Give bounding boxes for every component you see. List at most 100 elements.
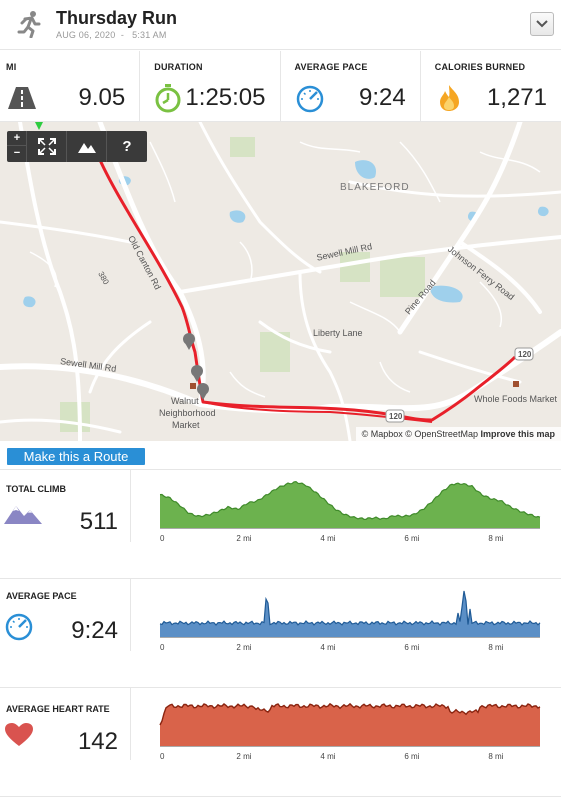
elevation-area — [160, 481, 540, 528]
make-route-button[interactable]: Make this a Route — [7, 448, 145, 465]
route-pin-marker — [197, 383, 209, 400]
store-icon — [190, 383, 196, 389]
map-label-neighborhood: Neighborhood — [159, 408, 216, 418]
x-tick-label: 0 — [160, 534, 165, 543]
x-tick-label: 4 mi — [320, 643, 335, 652]
chart-label: AVERAGE HEART RATE — [6, 704, 110, 714]
activity-datetime: AUG 06, 2020 - 5:31 AM — [56, 30, 167, 40]
stat-duration: DURATION 1:25:05 — [140, 51, 281, 122]
divider — [0, 687, 561, 688]
activity-date: AUG 06, 2020 — [56, 30, 116, 40]
improve-map-link[interactable]: Improve this map — [480, 429, 555, 439]
activity-title: Thursday Run — [56, 8, 178, 28]
section-separator — [130, 579, 131, 651]
options-dropdown-button[interactable] — [530, 12, 554, 36]
zoom-out-button[interactable]: − — [13, 147, 21, 159]
map-canvas — [0, 122, 561, 441]
x-tick-label: 4 mi — [320, 534, 335, 543]
map-label-walnut: Walnut — [171, 396, 199, 406]
activity-header: Thursday Run AUG 06, 2020 - 5:31 AM — [0, 0, 561, 50]
map-controls: + − ? — [7, 131, 147, 162]
map-label-blakeford: BLAKEFORD — [340, 182, 410, 193]
runner-icon — [17, 11, 41, 38]
divider — [0, 469, 561, 470]
route-pin-marker — [191, 365, 203, 382]
chevron-down-icon — [536, 20, 548, 28]
section-separator — [130, 688, 131, 760]
speedometer-icon — [296, 85, 323, 113]
stat-value: 1:25:05 — [185, 84, 266, 111]
heart-icon — [5, 723, 33, 746]
mountain-icon — [4, 506, 42, 524]
stopwatch-icon — [155, 84, 181, 113]
stat-pace: AVERAGE PACE 9:24 — [281, 51, 421, 122]
map-label-market: Market — [172, 420, 200, 430]
x-tick-label: 8 mi — [488, 752, 503, 761]
route-120-shield — [385, 409, 405, 423]
terrain-button[interactable] — [67, 131, 107, 162]
map-label-whole-foods: Whole Foods Market — [474, 394, 558, 404]
osm-attribution[interactable]: © OpenStreetMap — [405, 429, 478, 439]
x-tick-label: 6 mi — [404, 534, 419, 543]
route-120-shield — [514, 347, 534, 361]
heart-rate-line — [159, 702, 541, 726]
heart-rate-section: AVERAGE HEART RATE 142 0 2 mi 4 mi 6 mi 8 mi — [0, 688, 561, 796]
pace-line — [159, 590, 541, 626]
route-map[interactable]: + − ? BLAKEFORD Sewell Mill Rd Sewell Mi… — [0, 122, 561, 441]
stat-label: AVERAGE PACE — [294, 62, 368, 72]
climb-section: TOTAL CLIMB 511 0 2 mi 4 mi 6 mi 8 mi — [0, 470, 561, 578]
map-label-route-120-south: 120 — [389, 412, 403, 421]
speedometer-icon — [5, 613, 33, 641]
elevation-line — [159, 480, 541, 520]
pace-section: AVERAGE PACE 9:24 0 2 mi 4 mi 6 mi 8 mi — [0, 579, 561, 687]
map-label-liberty-lane: Liberty Lane — [313, 328, 363, 338]
stats-bar: MI 9.05 DURATION 1:25:05 AVERAGE PACE 9:… — [0, 51, 561, 122]
x-tick-label: 6 mi — [404, 643, 419, 652]
road-icon — [8, 87, 36, 109]
store-icon — [513, 381, 519, 387]
fullscreen-icon — [38, 138, 56, 155]
x-tick-label: 2 mi — [236, 752, 251, 761]
divider — [0, 578, 561, 579]
stat-label: MI — [6, 62, 17, 72]
heart-rate-chart: 0 2 mi 4 mi 6 mi 8 mi — [159, 702, 541, 761]
pace-chart: 0 2 mi 4 mi 6 mi 8 mi — [159, 590, 541, 652]
route-pin-marker — [183, 333, 195, 350]
chart-value: 511 — [79, 508, 118, 535]
map-attribution: © Mapbox © OpenStreetMap Improve this ma… — [355, 427, 561, 441]
zoom-controls: + − — [7, 131, 27, 162]
pace-area — [160, 591, 540, 637]
stat-calories: CALORIES BURNED 1,271 — [421, 51, 561, 122]
stat-value: 9:24 — [359, 84, 406, 111]
chart-value: 142 — [77, 728, 118, 755]
chart-label: TOTAL CLIMB — [6, 484, 66, 494]
chart-label: AVERAGE PACE — [6, 591, 77, 601]
stat-label: CALORIES BURNED — [434, 62, 526, 72]
x-tick-label: 0 — [160, 643, 165, 652]
start-marker — [35, 122, 43, 130]
map-label-route-120: 120 — [518, 350, 532, 359]
zoom-in-button[interactable]: + — [7, 131, 27, 146]
divider — [0, 796, 561, 797]
elevation-chart: 0 2 mi 4 mi 6 mi 8 mi — [159, 480, 541, 543]
x-tick-label: 8 mi — [488, 534, 503, 543]
heart-rate-area — [160, 703, 540, 746]
x-tick-label: 0 — [160, 752, 165, 761]
x-tick-label: 2 mi — [236, 534, 251, 543]
mountain-icon — [78, 143, 96, 153]
fullscreen-button[interactable] — [27, 131, 67, 162]
stat-distance: MI 9.05 — [0, 51, 141, 122]
flame-icon — [439, 85, 459, 111]
x-tick-label: 6 mi — [404, 752, 419, 761]
mapbox-attribution[interactable]: © Mapbox — [361, 429, 403, 439]
x-tick-label: 2 mi — [236, 643, 251, 652]
chart-value: 9:24 — [71, 617, 118, 644]
x-tick-label: 8 mi — [488, 643, 503, 652]
stat-value: 9.05 — [78, 84, 126, 111]
map-help-button[interactable]: ? — [122, 138, 132, 155]
stat-value: 1,271 — [486, 84, 547, 111]
datetime-separator: - — [118, 30, 130, 40]
stat-label: DURATION — [154, 62, 203, 72]
section-separator — [130, 470, 131, 542]
activity-time: 5:31 AM — [132, 30, 167, 40]
